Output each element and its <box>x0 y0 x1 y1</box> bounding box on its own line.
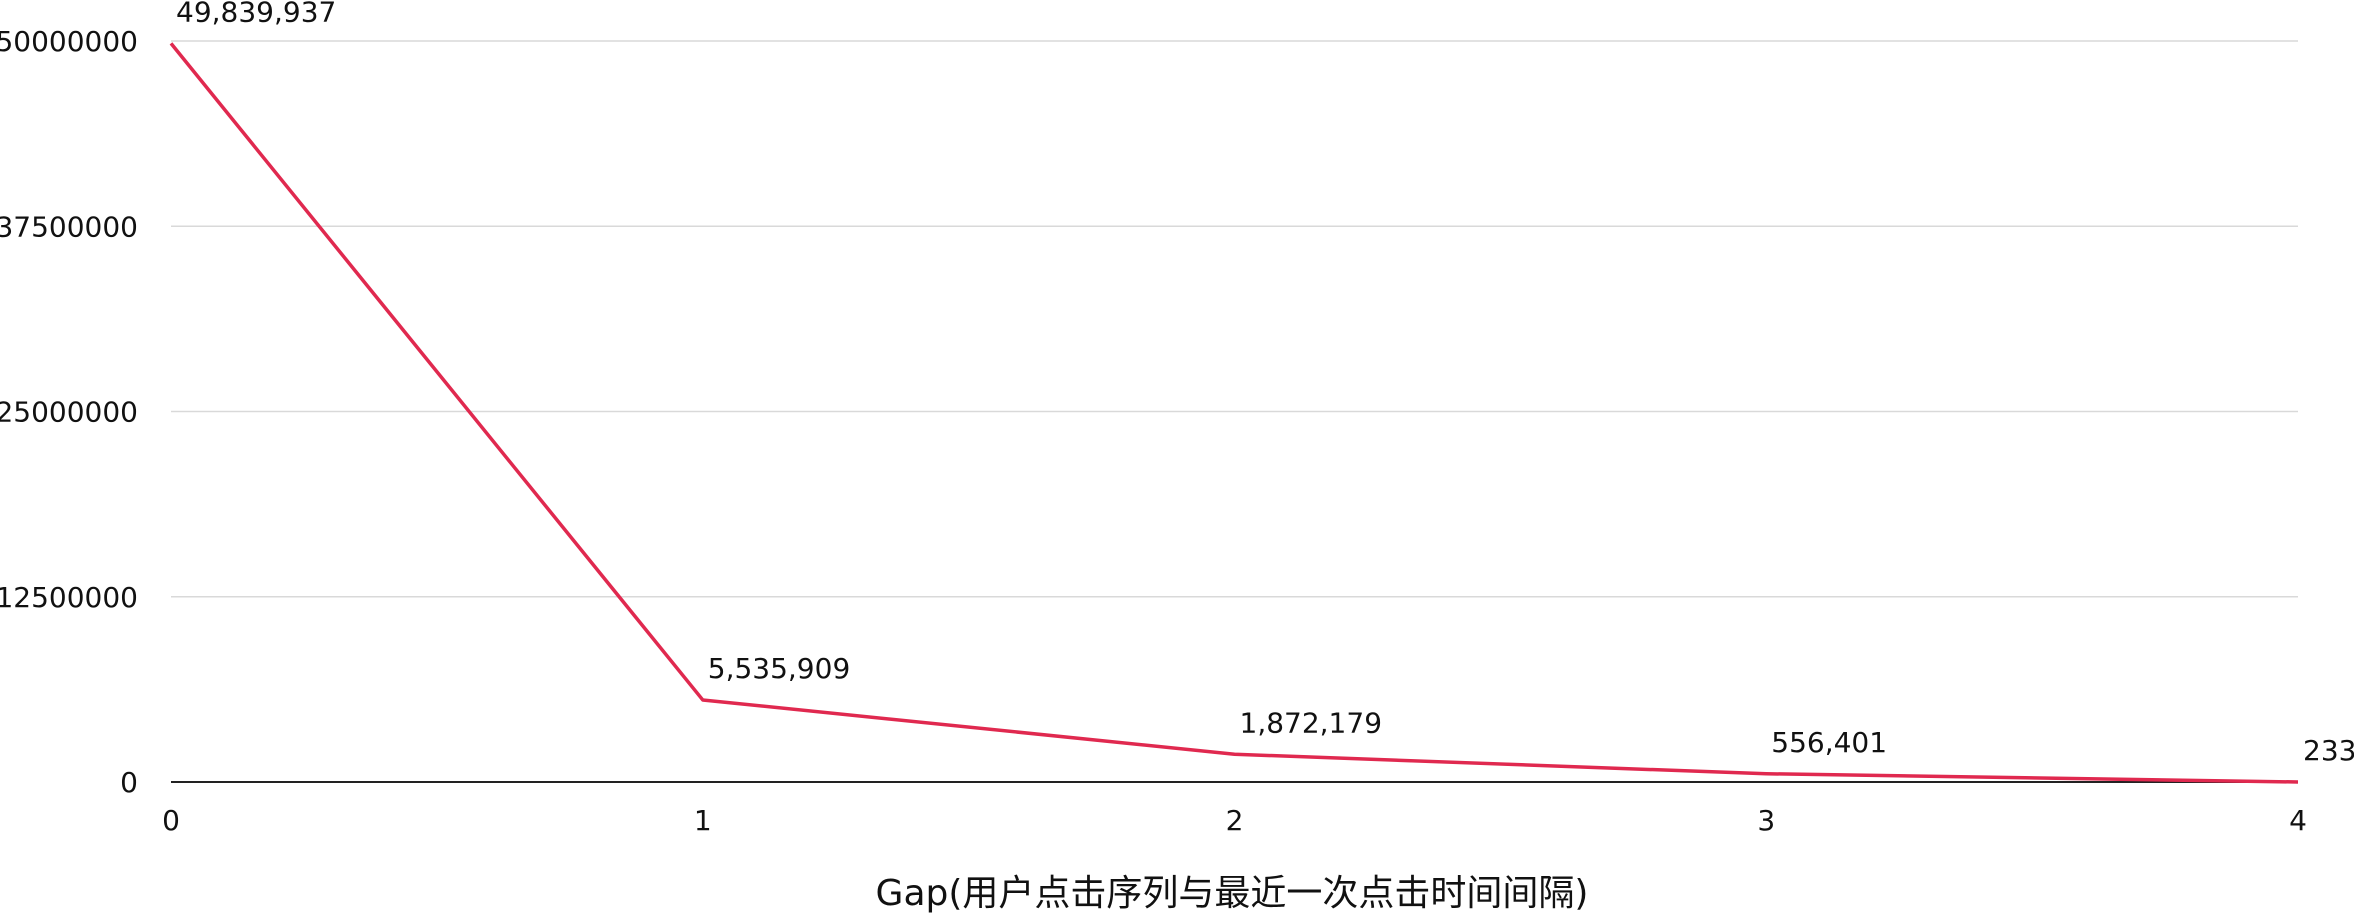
y-tick-label: 50000000 <box>0 25 138 58</box>
data-label: 233 <box>2303 734 2354 767</box>
y-tick-labels: 0 12500000 25000000 37500000 50000000 <box>0 25 138 799</box>
data-label: 49,839,937 <box>176 0 336 28</box>
x-tick-labels: 0 1 2 3 4 <box>162 804 2307 837</box>
x-tick-label: 0 <box>162 804 180 837</box>
x-tick-label: 1 <box>694 804 712 837</box>
series-line <box>169 42 2299 784</box>
series-line-path <box>169 42 2299 784</box>
y-tick-label: 25000000 <box>0 396 138 429</box>
y-tick-label: 0 <box>120 766 138 799</box>
y-tick-label: 12500000 <box>0 581 138 614</box>
x-tick-label: 3 <box>1757 804 1775 837</box>
data-label: 1,872,179 <box>1240 706 1383 739</box>
x-axis-title: Gap(用户点击序列与最近一次点击时间间隔) <box>876 873 1589 914</box>
gridlines <box>171 40 2298 598</box>
data-label: 556,401 <box>1771 726 1887 759</box>
data-label: 5,535,909 <box>708 652 851 685</box>
x-tick-label: 2 <box>1226 804 1244 837</box>
x-tick-label: 4 <box>2289 804 2307 837</box>
data-labels: 49,839,937 5,535,909 1,872,179 556,401 233 <box>176 0 2354 767</box>
y-tick-label: 37500000 <box>0 210 138 243</box>
